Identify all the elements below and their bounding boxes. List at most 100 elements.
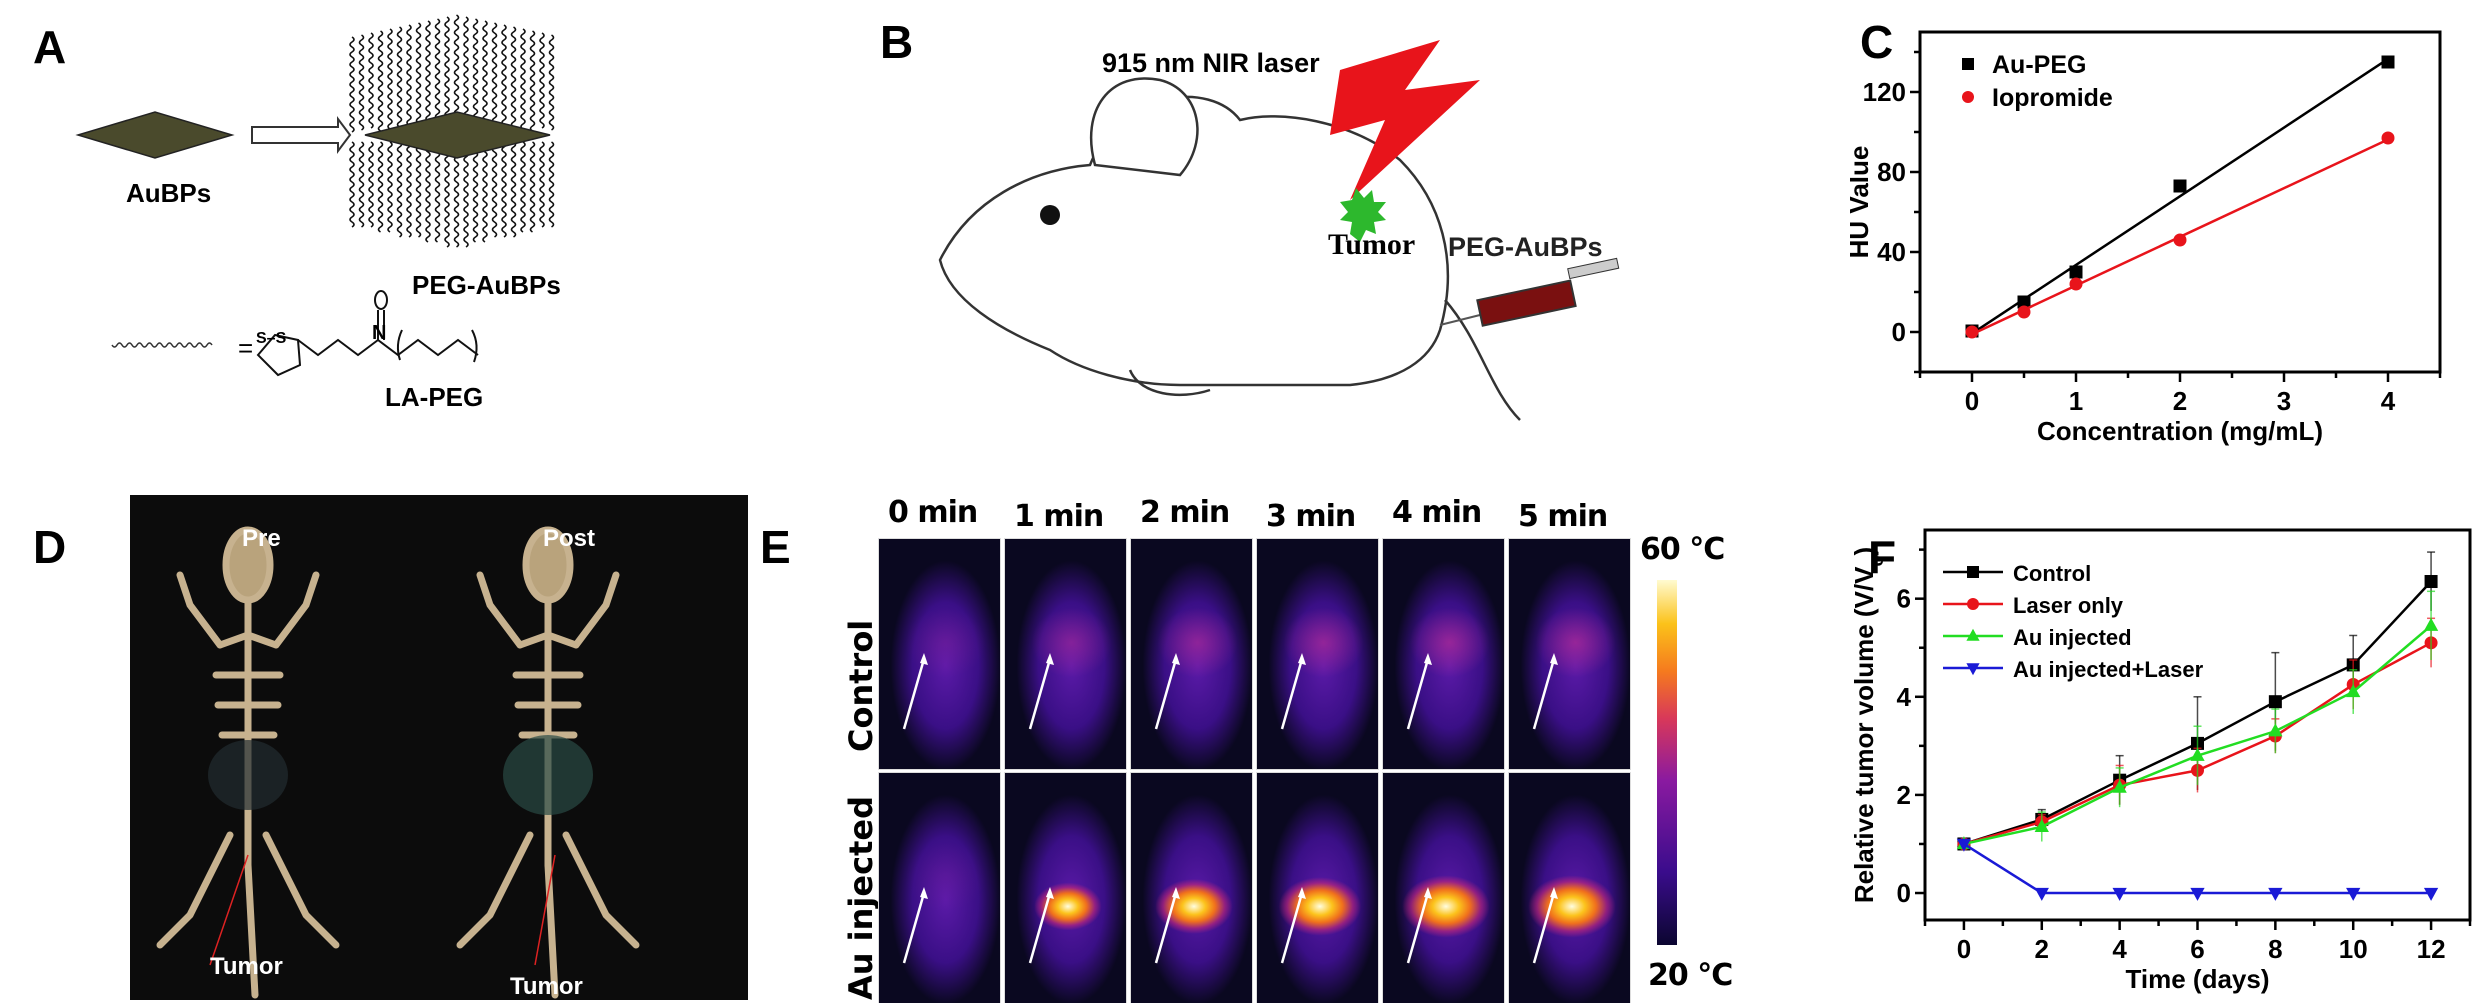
arrow-icon: [1406, 653, 1432, 730]
data-point: [2034, 887, 2049, 901]
peg-chain-up: [463, 16, 469, 133]
data-point: [2346, 684, 2361, 698]
tumor-label: Tumor: [1328, 228, 1416, 261]
data-point: [2190, 887, 2205, 901]
y-axis-label-end: ): [1850, 547, 1879, 556]
thermal-image: [1004, 772, 1127, 1003]
time-label: 5 min: [1518, 499, 1608, 534]
mouse-leg: [1128, 369, 1211, 397]
y-axis-label: HU Value: [1850, 146, 1874, 259]
arrow-icon: [902, 887, 928, 964]
peg-chain-down: [539, 141, 545, 228]
peg-chain-up: [406, 24, 412, 131]
peg-chain-up: [444, 16, 450, 133]
x-tick-label: 2: [2035, 934, 2049, 964]
data-point: [2268, 695, 2282, 709]
x-tick-label: 10: [2339, 934, 2368, 964]
series-iopromide: [1965, 131, 2395, 339]
data-point: [2190, 747, 2205, 761]
data-point: [1966, 663, 1980, 676]
panel-label-c: C: [1860, 16, 1894, 68]
data-point: [1965, 325, 1979, 339]
peg-chain-up: [396, 26, 403, 133]
legend-label: Iopromide: [1992, 84, 2113, 112]
peg-chain-down: [529, 141, 536, 233]
data-point: [1962, 91, 1974, 103]
injection-label: PEG-AuBPs: [1448, 232, 1603, 262]
legend-entry: Au-PEG: [1962, 51, 2086, 79]
panel-a-schematic: [75, 14, 555, 377]
peg-chain-up: [501, 24, 507, 131]
legend-label: Au-PEG: [1992, 51, 2086, 79]
x-tick-label: 12: [2417, 934, 2446, 964]
time-label: 1 min: [1014, 499, 1104, 534]
data-point: [1967, 566, 1979, 578]
post-label: Post: [543, 525, 596, 552]
data-point: [2268, 887, 2283, 901]
ct-skeletons: [156, 526, 640, 999]
peg-chain-down: [415, 141, 422, 238]
mouse-illustration: [938, 40, 1620, 421]
thermal-image: [1508, 538, 1631, 770]
peg-chain-up: [387, 28, 393, 130]
data-point: [2112, 887, 2127, 901]
peg-chain-down: [396, 141, 403, 238]
y-tick-label: 0: [1892, 317, 1906, 347]
y-tick-label: 120: [1863, 77, 1906, 107]
nitrogen-atom: N: [372, 322, 387, 344]
arrow-icon: [1154, 887, 1180, 964]
peg-chain-up: [510, 26, 517, 133]
y-axis-label-text: Relative tumor volume (V/V: [1850, 566, 1879, 903]
arrow-icon: [1028, 887, 1054, 964]
series-au-injected: [1956, 590, 2439, 850]
peg-chain-up: [491, 22, 498, 129]
data-point: [2173, 179, 2187, 193]
data-point: [2069, 277, 2083, 291]
peg-chain-down: [406, 141, 412, 238]
peg-chain-up: [529, 30, 536, 132]
panel-label-f: F: [1868, 531, 1897, 583]
mouse-ear: [1089, 77, 1199, 177]
data-point: [1967, 598, 1979, 610]
x-tick-label: 6: [2190, 934, 2204, 964]
peg-chain-down: [482, 141, 488, 243]
peg-chain-down: [501, 141, 507, 238]
syringe-icon: [1439, 257, 1620, 327]
arrow-icon: [1028, 653, 1054, 730]
equals-sign: =: [238, 333, 254, 363]
tumor-star-icon: [1340, 188, 1386, 242]
data-point: [2112, 779, 2127, 793]
fit-line: [1971, 57, 2389, 335]
panel-label-e: E: [760, 521, 791, 573]
aubp-particle: [75, 111, 235, 159]
laser-bolt-icon: [1330, 40, 1480, 200]
thermal-image: [1130, 772, 1253, 1003]
arrow-icon: [902, 653, 928, 730]
thermal-image: [878, 538, 1001, 770]
panel-label-a: A: [33, 21, 67, 73]
mouse-eye: [1040, 205, 1060, 225]
x-tick-label: 4: [2112, 934, 2127, 964]
peg-chain-down: [358, 141, 365, 228]
y-tick-label: 4: [1897, 682, 1912, 712]
peg-chain-down: [349, 141, 355, 228]
arrow-icon: [1406, 887, 1432, 964]
peg-chain-down: [377, 141, 384, 233]
legend-entry: Laser only: [1943, 593, 2124, 618]
data-point: [2423, 887, 2439, 901]
peg-chain-up: [539, 32, 545, 129]
peg-aubp-particle: [364, 111, 551, 159]
legend-entry: Au injected+Laser: [1943, 657, 2204, 682]
ct-image: Pre Post Tumor Tumor: [130, 495, 748, 1000]
time-label: 3 min: [1266, 499, 1356, 534]
data-point: [2017, 295, 2031, 309]
thermal-image: [1382, 538, 1505, 770]
series-line: [1963, 842, 2432, 895]
legend-label: Au injected: [2013, 625, 2132, 650]
peg-chain-down: [425, 141, 431, 243]
peg-chain-up: [368, 32, 374, 129]
mouse-tail: [1444, 299, 1521, 421]
peg-chain-down: [368, 141, 374, 228]
data-point: [2017, 305, 2031, 319]
